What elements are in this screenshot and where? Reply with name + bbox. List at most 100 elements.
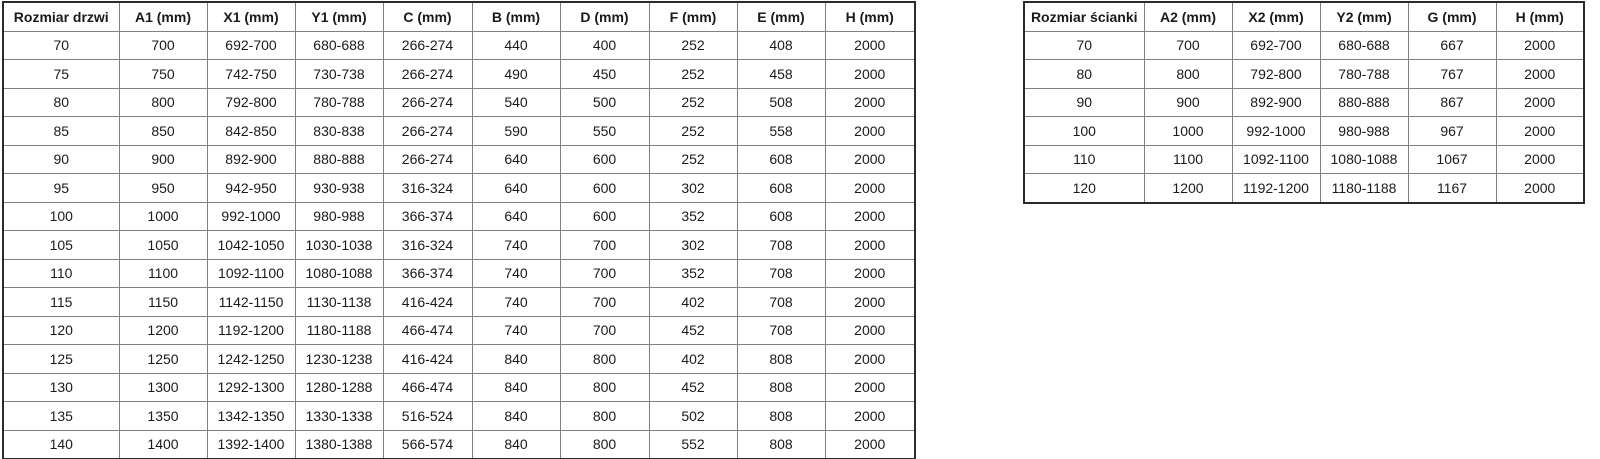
table-cell: 900 bbox=[118, 144, 208, 174]
table-cell: 316-324 bbox=[382, 230, 473, 260]
table-cell: 800 bbox=[118, 87, 208, 117]
table-cell: 590 bbox=[471, 116, 561, 146]
table-cell: 808 bbox=[736, 372, 826, 402]
column-header: Y2 (mm) bbox=[1319, 1, 1409, 32]
table-row: 70 700 692-700 680-688 667 2000 bbox=[1023, 30, 1585, 60]
table-cell: 800 bbox=[1143, 59, 1233, 89]
table-cell: 252 bbox=[648, 144, 738, 174]
table-cell: 550 bbox=[559, 116, 650, 146]
table-cell: 366-374 bbox=[382, 258, 473, 288]
table-cell: 2000 bbox=[824, 30, 916, 60]
table-cell: 730-738 bbox=[294, 59, 384, 89]
table-cell: 830-838 bbox=[294, 116, 384, 146]
table-row: 105 1050 1042-1050 1030-1038 316-324 740 700 30… bbox=[2, 230, 916, 260]
table-cell: 1250 bbox=[118, 344, 208, 374]
table-cell: 2000 bbox=[824, 258, 916, 288]
table-cell: 1342-1350 bbox=[206, 401, 296, 431]
table-cell: 2000 bbox=[1495, 30, 1585, 60]
table-cell: 90 bbox=[1023, 87, 1145, 117]
table-cell: 1100 bbox=[1143, 144, 1233, 174]
table-cell: 800 bbox=[559, 372, 650, 402]
table-cell: 800 bbox=[559, 429, 650, 459]
table-cell: 667 bbox=[1407, 30, 1497, 60]
column-header: F (mm) bbox=[648, 1, 738, 32]
table-cell: 640 bbox=[471, 144, 561, 174]
table-cell: 792-800 bbox=[1231, 59, 1321, 89]
table-cell: 980-988 bbox=[1319, 116, 1409, 146]
table-cell: 708 bbox=[736, 230, 826, 260]
table-cell: 252 bbox=[648, 30, 738, 60]
column-header: Y1 (mm) bbox=[294, 1, 384, 32]
table-cell: 1092-1100 bbox=[206, 258, 296, 288]
table-cell: 1130-1138 bbox=[294, 287, 384, 317]
table-cell: 540 bbox=[471, 87, 561, 117]
table-cell: 516-524 bbox=[382, 401, 473, 431]
table-cell: 892-900 bbox=[1231, 87, 1321, 117]
table-cell: 1350 bbox=[118, 401, 208, 431]
table-cell: 1300 bbox=[118, 372, 208, 402]
door-size-table: Rozmiar drzwi A1 (mm) X1 (mm) Y1 (mm) C (mm)… bbox=[2, 1, 916, 459]
table-cell: 708 bbox=[736, 258, 826, 288]
table-cell: 692-700 bbox=[206, 30, 296, 60]
table-row: 100 1000 992-1000 980-988 967 2000 bbox=[1023, 116, 1585, 146]
table-cell: 1380-1388 bbox=[294, 429, 384, 459]
table-row: 70 700 692-700 680-688 266-274 440 400 252 408 20… bbox=[2, 30, 916, 60]
table-cell: 608 bbox=[736, 144, 826, 174]
table-row: 95 950 942-950 930-938 316-324 640 600 302 608 20… bbox=[2, 173, 916, 203]
column-header: X2 (mm) bbox=[1231, 1, 1321, 32]
table-row: 85 850 842-850 830-838 266-274 590 550 252 558 20… bbox=[2, 116, 916, 146]
column-header: G (mm) bbox=[1407, 1, 1497, 32]
table-cell: 840 bbox=[471, 401, 561, 431]
table-cell: 110 bbox=[2, 258, 120, 288]
table-cell: 1400 bbox=[118, 429, 208, 459]
table-row: 120 1200 1192-1200 1180-1188 466-474 740 700 45… bbox=[2, 315, 916, 345]
table-row: 140 1400 1392-1400 1380-1388 566-574 840 800 55… bbox=[2, 429, 916, 459]
table-cell: 90 bbox=[2, 144, 120, 174]
table-cell: 992-1000 bbox=[1231, 116, 1321, 146]
table-cell: 100 bbox=[2, 201, 120, 231]
table-row: 130 1300 1292-1300 1280-1288 466-474 840 800 45… bbox=[2, 372, 916, 402]
table-cell: 880-888 bbox=[1319, 87, 1409, 117]
table-cell: 508 bbox=[736, 87, 826, 117]
wall-size-table: Rozmiar ścianki A2 (mm) X2 (mm) Y2 (mm) G (m… bbox=[1023, 1, 1585, 204]
column-header: A1 (mm) bbox=[118, 1, 208, 32]
table-cell: 80 bbox=[2, 87, 120, 117]
table-cell: 1192-1200 bbox=[206, 315, 296, 345]
table-row: 135 1350 1342-1350 1330-1338 516-524 840 800 50… bbox=[2, 401, 916, 431]
table-cell: 780-788 bbox=[294, 87, 384, 117]
table-cell: 800 bbox=[559, 344, 650, 374]
table-cell: 416-424 bbox=[382, 344, 473, 374]
table-cell: 2000 bbox=[824, 59, 916, 89]
table-cell: 352 bbox=[648, 201, 738, 231]
table-cell: 2000 bbox=[824, 429, 916, 459]
table-cell: 352 bbox=[648, 258, 738, 288]
table-cell: 640 bbox=[471, 201, 561, 231]
table-row: 115 1150 1142-1150 1130-1138 416-424 740 700 40… bbox=[2, 287, 916, 317]
table-cell: 490 bbox=[471, 59, 561, 89]
header-row: Rozmiar drzwi A1 (mm) X1 (mm) Y1 (mm) C (mm)… bbox=[2, 1, 916, 32]
table-cell: 2000 bbox=[824, 315, 916, 345]
table-cell: 1000 bbox=[118, 201, 208, 231]
table-cell: 608 bbox=[736, 201, 826, 231]
table-cell: 930-938 bbox=[294, 173, 384, 203]
table-cell: 252 bbox=[648, 87, 738, 117]
table-cell: 1180-1188 bbox=[294, 315, 384, 345]
table-cell: 867 bbox=[1407, 87, 1497, 117]
table-cell: 100 bbox=[1023, 116, 1145, 146]
table-cell: 302 bbox=[648, 173, 738, 203]
table-cell: 135 bbox=[2, 401, 120, 431]
table-row: 110 1100 1092-1100 1080-1088 366-374 740 700 35… bbox=[2, 258, 916, 288]
table-cell: 700 bbox=[559, 315, 650, 345]
table-cell: 120 bbox=[1023, 173, 1145, 203]
table-cell: 2000 bbox=[824, 116, 916, 146]
table-cell: 608 bbox=[736, 173, 826, 203]
header-row: Rozmiar ścianki A2 (mm) X2 (mm) Y2 (mm) G (m… bbox=[1023, 1, 1585, 32]
table-cell: 840 bbox=[471, 344, 561, 374]
table-cell: 1200 bbox=[118, 315, 208, 345]
table-cell: 266-274 bbox=[382, 144, 473, 174]
table-row: 90 900 892-900 880-888 867 2000 bbox=[1023, 87, 1585, 117]
table-row: 100 1000 992-1000 980-988 366-374 640 600 352 60… bbox=[2, 201, 916, 231]
table-cell: 708 bbox=[736, 287, 826, 317]
table-cell: 2000 bbox=[824, 230, 916, 260]
table-cell: 850 bbox=[118, 116, 208, 146]
